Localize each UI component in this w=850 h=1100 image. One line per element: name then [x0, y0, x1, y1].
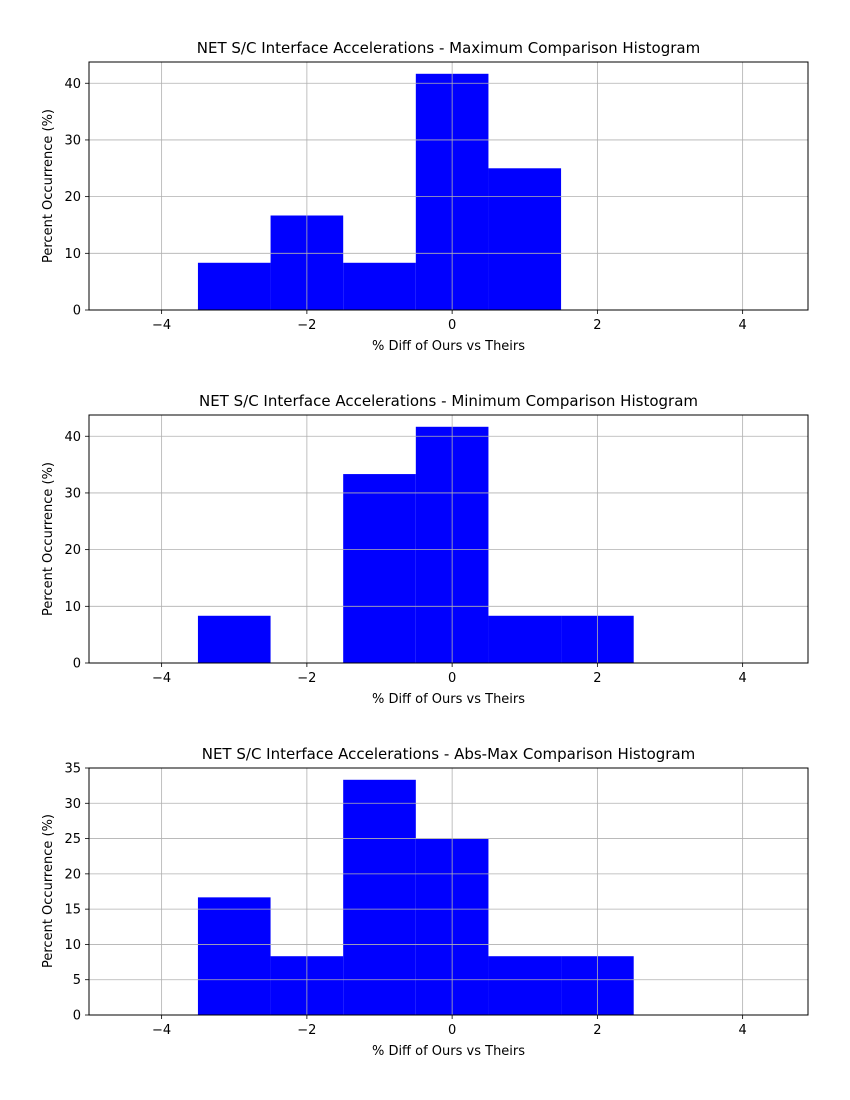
x-tick-label: 0: [448, 1023, 456, 1038]
x-tick-label: 2: [593, 318, 601, 333]
y-tick-label: 35: [64, 762, 81, 777]
x-tick-label: −2: [297, 671, 316, 686]
x-tick-label: −2: [297, 1023, 316, 1038]
chart-title: NET S/C Interface Accelerations - Maximu…: [197, 39, 700, 57]
histogram-bar: [197, 897, 271, 1015]
y-tick-label: 30: [64, 486, 81, 501]
histogram-bar: [488, 956, 562, 1015]
x-axis-label: % Diff of Ours vs Theirs: [372, 1044, 525, 1059]
x-tick-label: 4: [738, 671, 746, 686]
histogram-bar: [343, 262, 416, 310]
chart-title: NET S/C Interface Accelerations - Abs-Ma…: [202, 745, 696, 763]
histogram-bar: [488, 615, 562, 663]
y-tick-label: 15: [64, 903, 81, 918]
y-tick-label: 30: [64, 797, 81, 812]
x-axis-label: % Diff of Ours vs Theirs: [372, 339, 525, 354]
y-tick-label: 0: [73, 1009, 81, 1024]
x-tick-label: −4: [152, 318, 171, 333]
y-tick-label: 0: [73, 657, 81, 672]
axes-frame: [88, 61, 809, 311]
histogram-minimum: NET S/C Interface Accelerations - Minimu…: [41, 392, 809, 707]
y-tick-label: 30: [64, 133, 81, 148]
x-tick-label: −4: [152, 671, 171, 686]
y-tick-label: 20: [64, 543, 81, 558]
axes-frame: [88, 414, 809, 664]
histogram-bar: [488, 168, 562, 310]
y-axis-label: Percent Occurrence (%): [41, 462, 56, 616]
y-tick-label: 40: [64, 77, 81, 92]
x-tick-label: 2: [593, 1023, 601, 1038]
histogram-maximum: NET S/C Interface Accelerations - Maximu…: [41, 39, 809, 354]
x-tick-label: −4: [152, 1023, 171, 1038]
y-tick-label: 5: [73, 973, 81, 988]
histogram-bar: [197, 615, 271, 663]
x-tick-label: 0: [448, 671, 456, 686]
x-tick-label: 2: [593, 671, 601, 686]
x-tick-label: 4: [738, 1023, 746, 1038]
axes-frame: [88, 767, 809, 1016]
y-tick-label: 40: [64, 430, 81, 445]
x-tick-label: −2: [297, 318, 316, 333]
x-tick-label: 0: [448, 318, 456, 333]
y-tick-label: 20: [64, 867, 81, 882]
y-tick-label: 0: [73, 304, 81, 319]
y-tick-label: 10: [64, 600, 81, 615]
histogram-bar: [197, 262, 271, 310]
y-tick-label: 10: [64, 938, 81, 953]
y-axis-label: Percent Occurrence (%): [41, 109, 56, 263]
histogram-bar: [343, 779, 416, 1015]
x-tick-label: 4: [738, 318, 746, 333]
y-axis-label: Percent Occurrence (%): [41, 814, 56, 968]
x-axis-label: % Diff of Ours vs Theirs: [372, 692, 525, 707]
histogram-abs-max: NET S/C Interface Accelerations - Abs-Ma…: [41, 745, 809, 1059]
y-tick-label: 20: [64, 190, 81, 205]
y-tick-label: 25: [64, 832, 81, 847]
y-tick-label: 10: [64, 247, 81, 262]
histogram-bar: [343, 474, 416, 663]
chart-title: NET S/C Interface Accelerations - Minimu…: [199, 392, 698, 410]
